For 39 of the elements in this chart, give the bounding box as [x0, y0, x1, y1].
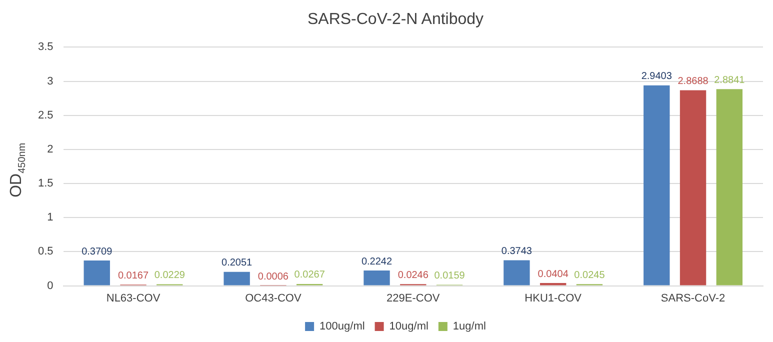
data-label: 0.0159 — [434, 270, 466, 282]
data-label: 0.0006 — [258, 272, 289, 283]
bar — [644, 85, 670, 286]
y-tick-label: 3.5 — [38, 41, 54, 54]
data-label: 0.0267 — [294, 270, 326, 281]
data-label: 0.0404 — [538, 268, 569, 280]
x-tick-label: 229E-COV — [386, 292, 440, 304]
bar — [504, 260, 530, 286]
data-label: 2.8841 — [714, 74, 746, 86]
x-tick-label: HKU1-COV — [524, 292, 582, 304]
bar — [84, 260, 110, 286]
bar — [224, 272, 250, 286]
data-label: 0.2051 — [222, 258, 253, 269]
bar — [364, 270, 390, 286]
chart-title: SARS-CoV-2-N Antibody — [307, 11, 484, 28]
y-tick-label: 1.5 — [38, 178, 54, 190]
y-tick-label: 2.5 — [38, 109, 54, 122]
data-label: 2.8688 — [678, 76, 709, 87]
data-label: 0.2242 — [361, 256, 392, 268]
legend-label: 10ug/ml — [389, 320, 428, 333]
bar — [716, 89, 743, 286]
data-label: 0.3709 — [82, 246, 113, 258]
y-tick-label: 3 — [47, 75, 54, 88]
x-tick-label: OC43-COV — [245, 292, 302, 304]
data-label: 0.0246 — [398, 270, 429, 281]
data-label: 0.3743 — [501, 246, 532, 258]
legend-label: 1ug/ml — [452, 320, 486, 333]
data-label: 2.9403 — [641, 71, 672, 82]
y-tick-label: 0 — [47, 280, 54, 292]
y-tick-label: 0.5 — [38, 246, 54, 258]
x-tick-label: SARS-CoV-2 — [660, 292, 726, 304]
bar — [680, 90, 706, 286]
x-tick-label: NL63-COV — [106, 292, 161, 304]
data-label: 0.0167 — [118, 270, 149, 282]
data-label: 0.0245 — [574, 270, 606, 281]
legend-label: 100ug/ml — [320, 320, 365, 333]
y-tick-label: 2 — [47, 143, 54, 156]
data-label: 0.0229 — [154, 270, 186, 281]
y-tick-label: 1 — [47, 212, 54, 224]
